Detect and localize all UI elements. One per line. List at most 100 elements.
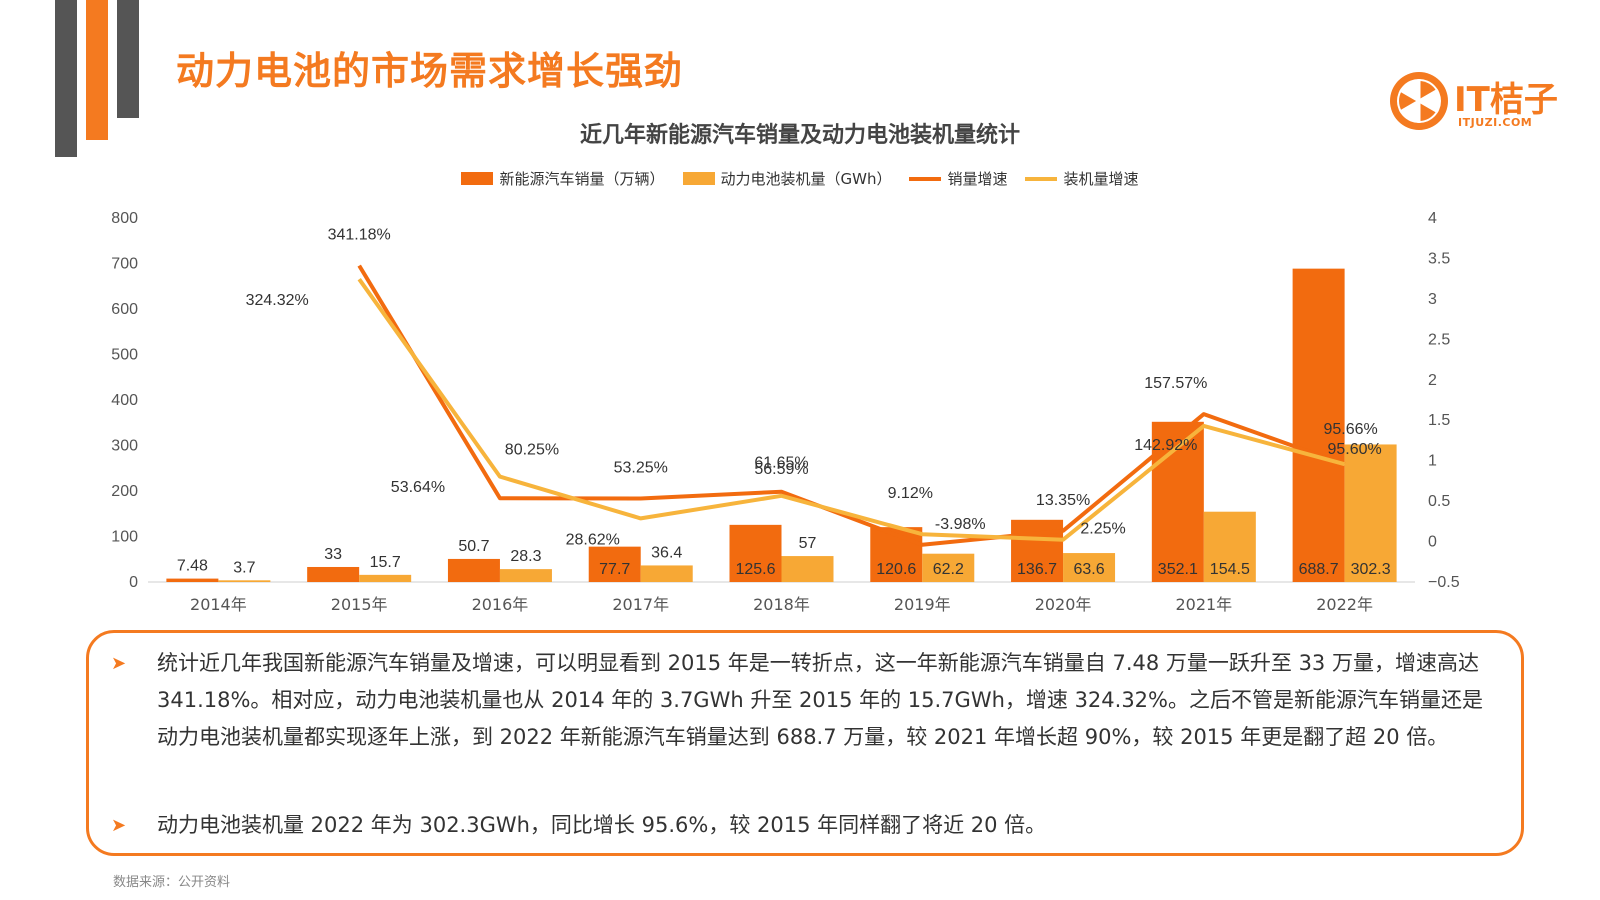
battery-bar xyxy=(640,565,693,582)
sales-growth-label: 95.66% xyxy=(1323,421,1377,438)
note-text: 动力电池装机量 2022 年为 302.3GWh，同比增长 95.6%，较 20… xyxy=(157,813,1047,837)
battery-bar-label: 28.3 xyxy=(510,548,541,565)
arrow-bullet-icon: ➤ xyxy=(111,653,127,674)
sales-bar xyxy=(447,558,500,582)
y-left-tick-label: 600 xyxy=(111,301,138,318)
x-tick-label: 2019年 xyxy=(894,595,951,614)
battery-growth-label: 324.32% xyxy=(246,292,309,309)
sales-bar-label: 352.1 xyxy=(1158,561,1198,578)
sales-growth-label: 13.35% xyxy=(1036,492,1090,509)
sales-bar xyxy=(166,578,219,582)
x-tick-label: 2014年 xyxy=(190,595,247,614)
logo-text: IT桔子 xyxy=(1454,80,1558,120)
battery-bar xyxy=(922,553,975,582)
battery-bar-label: 154.5 xyxy=(1210,561,1250,578)
y-left-tick-label: 0 xyxy=(129,574,138,591)
y-right-tick-label: 3.5 xyxy=(1428,250,1450,267)
y-right-tick-label: 2 xyxy=(1428,372,1437,389)
legend-item-sales: 新能源汽车销量（万辆） xyxy=(461,168,665,189)
sales-bar xyxy=(307,566,360,582)
x-tick-label: 2017年 xyxy=(612,595,669,614)
sales-growth-label: 157.57% xyxy=(1144,375,1207,392)
legend-item-sales-growth: 销量增速 xyxy=(909,168,1007,189)
sales-growth-label: 53.64% xyxy=(391,479,445,496)
y-left-tick-label: 200 xyxy=(111,483,138,500)
battery-growth-label: 9.12% xyxy=(888,485,933,502)
x-tick-label: 2016年 xyxy=(472,595,529,614)
sales-bar-label: 120.6 xyxy=(876,561,916,578)
battery-bar xyxy=(1344,444,1397,582)
y-right-tick-label: 1 xyxy=(1428,453,1437,470)
battery-bar xyxy=(781,556,834,582)
chart-legend: 新能源汽车销量（万辆） 动力电池装机量（GWh） 销量增速 装机量增速 xyxy=(0,168,1600,189)
battery-growth-label: 80.25% xyxy=(505,442,559,459)
sales-bar-label: 136.7 xyxy=(1017,561,1057,578)
combo-chart: 0 100 200 300 400 500 600 700 800 −0.5 0 0.5 1 1.5 2 2.… xyxy=(111,210,1460,614)
legend-item-battery-growth: 装机量增速 xyxy=(1025,168,1139,189)
sales-bar-label: 33 xyxy=(324,546,342,563)
battery-bar xyxy=(218,580,271,582)
battery-bar xyxy=(1063,553,1116,582)
y-right-tick-label: 2.5 xyxy=(1428,331,1450,348)
chart-title: 近几年新能源汽车销量及动力电池装机量统计 xyxy=(579,123,1020,148)
sales-bar-label: 50.7 xyxy=(458,538,489,555)
battery-bar-label: 63.6 xyxy=(1073,561,1104,578)
x-tick-label: 2018年 xyxy=(753,595,810,614)
sales-bar-label: 7.48 xyxy=(177,558,208,575)
y-left-tick-label: 400 xyxy=(111,392,138,409)
x-tick-label: 2015年 xyxy=(331,595,388,614)
logo-subtext: ITJUZI.COM xyxy=(1458,116,1533,129)
y-right-tick-label: 1.5 xyxy=(1428,412,1450,429)
x-tick-label: 2020年 xyxy=(1035,595,1092,614)
page-title: 动力电池的市场需求增长强劲 xyxy=(176,49,684,93)
decor-bar-orange xyxy=(86,0,108,140)
battery-bar xyxy=(359,574,412,582)
decor-bar-gray-1 xyxy=(55,0,77,157)
arrow-bullet-icon: ➤ xyxy=(111,815,127,836)
sales-bar-label: 77.7 xyxy=(599,561,630,578)
x-tick-label: 2022年 xyxy=(1316,595,1373,614)
battery-bar-label: 57 xyxy=(799,535,817,552)
battery-bar xyxy=(499,569,552,582)
y-right-tick-label: −0.5 xyxy=(1428,574,1460,591)
y-right-tick-label: 4 xyxy=(1428,210,1437,227)
sales-bar-label: 125.6 xyxy=(735,561,775,578)
legend-swatch-sales-growth xyxy=(909,176,942,181)
sales-bar xyxy=(729,524,782,582)
y-left-tick-label: 700 xyxy=(111,256,138,273)
battery-growth-label: 142.92% xyxy=(1134,437,1197,454)
sales-growth-label: 53.25% xyxy=(614,459,668,476)
battery-bar-label: 3.7 xyxy=(233,559,255,576)
x-tick-label: 2021年 xyxy=(1175,595,1232,614)
battery-bar-label: 62.2 xyxy=(933,561,964,578)
legend-swatch-sales xyxy=(461,172,494,185)
battery-bar-label: 15.7 xyxy=(370,554,401,571)
legend-item-battery: 动力电池装机量（GWh） xyxy=(682,168,891,189)
battery-growth-label: 2.25% xyxy=(1080,521,1125,538)
legend-label-battery-growth: 装机量增速 xyxy=(1063,170,1139,188)
note-text: 统计近几年我国新能源汽车销量及增速，可以明显看到 2015 年是一转折点，这一年… xyxy=(157,651,1484,749)
sales-growth-label: 61.65% xyxy=(754,455,808,472)
orange-slice-icon xyxy=(1390,72,1448,130)
itjuzi-logo: IT桔子 ITJUZI.COM xyxy=(1388,70,1563,132)
battery-bar-label: 302.3 xyxy=(1351,561,1391,578)
battery-growth-label: 95.60% xyxy=(1327,441,1381,458)
y-right-tick-label: 0.5 xyxy=(1428,493,1450,510)
legend-label-sales-growth: 销量增速 xyxy=(947,170,1008,188)
y-left-tick-label: 800 xyxy=(111,210,138,227)
decor-bar-gray-2 xyxy=(117,0,139,118)
sales-bar-label: 688.7 xyxy=(1299,561,1339,578)
y-left-tick-label: 100 xyxy=(111,529,138,546)
battery-growth-label: 56.59% xyxy=(754,461,808,478)
sales-growth-label: 341.18% xyxy=(328,227,391,244)
notes-box: ➤ 统计近几年我国新能源汽车销量及增速，可以明显看到 2015 年是一转折点，这… xyxy=(86,630,1524,856)
note-item: ➤ 统计近几年我国新能源汽车销量及增速，可以明显看到 2015 年是一转折点，这… xyxy=(111,645,1489,756)
legend-swatch-battery xyxy=(682,172,715,185)
battery-growth-line xyxy=(357,278,1346,542)
y-left-tick-label: 500 xyxy=(111,347,138,364)
legend-label-sales: 新能源汽车销量（万辆） xyxy=(499,170,665,188)
legend-swatch-battery-growth xyxy=(1025,176,1058,181)
y-right-tick-label: 3 xyxy=(1428,291,1437,308)
battery-bar xyxy=(1203,511,1256,582)
y-left-tick-label: 300 xyxy=(111,438,138,455)
